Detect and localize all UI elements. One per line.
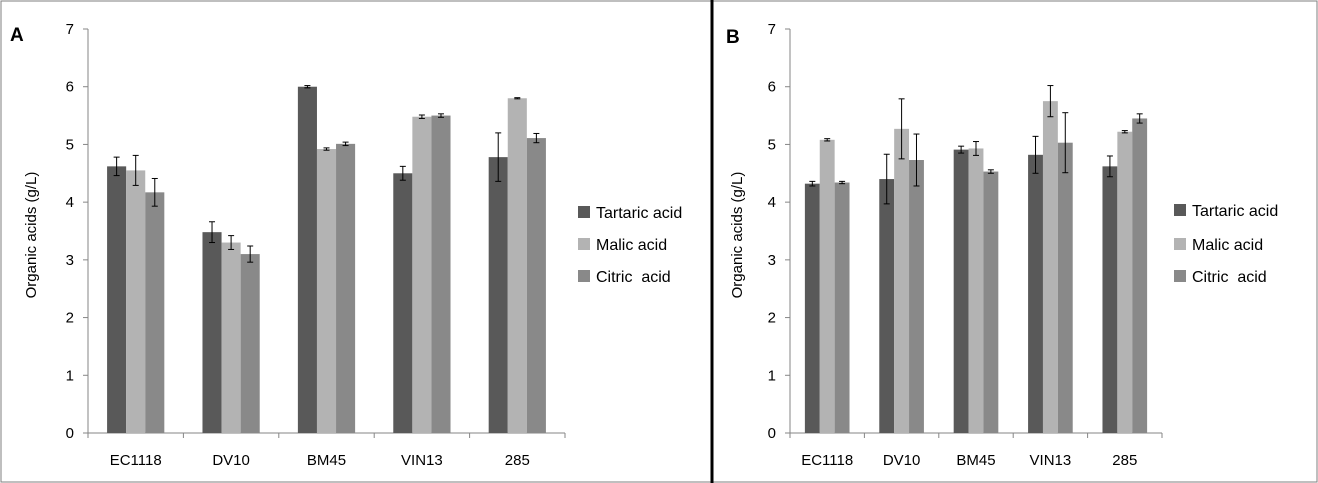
y-tick-label: 1: [66, 367, 74, 384]
legend-swatch: [578, 206, 590, 218]
y-tick-label: 0: [768, 425, 776, 442]
y-tick-label: 2: [768, 310, 776, 327]
bar: [202, 232, 222, 433]
panel-label-a: A: [10, 25, 24, 46]
bar: [804, 183, 820, 433]
bar: [221, 242, 241, 433]
bar: [488, 157, 508, 433]
bar: [983, 171, 999, 433]
bar: [336, 143, 356, 433]
x-tick-label: 285: [1112, 452, 1137, 469]
y-tick-label: 7: [66, 21, 74, 38]
y-tick-label: 4: [768, 194, 776, 211]
legend-entry: Malic acid: [596, 237, 667, 254]
legend-swatch: [578, 238, 590, 250]
bar: [526, 138, 546, 433]
y-tick-label: 4: [66, 194, 74, 211]
y-axis-label-a: Organic acids (g/L): [23, 172, 40, 299]
bar: [879, 179, 895, 433]
bar: [953, 149, 969, 433]
x-tick-label: VIN13: [1030, 452, 1072, 469]
panel-b: B Organic acids (g/L) 0 1 2 3 4 5 6 7 EC1118 DV10…: [726, 21, 1278, 469]
bar: [393, 173, 413, 434]
bar: [507, 98, 527, 433]
y-tick-label: 5: [66, 136, 74, 153]
legend-entry: Tartaric acid: [596, 205, 682, 222]
legend-swatch: [1174, 270, 1186, 282]
legend-entry: Citric acid: [596, 269, 671, 286]
x-tick-label: VIN13: [401, 452, 443, 469]
x-tick-label: DV10: [883, 452, 921, 469]
legend-swatch: [1174, 204, 1186, 216]
panel-a: A Organic acids (g/L) 0 1 2 3 4 5 6 7 EC1118 DV10…: [10, 21, 682, 469]
x-tick-label: DV10: [212, 452, 250, 469]
bar: [240, 254, 260, 433]
y-axis-label-b: Organic acids (g/L): [729, 172, 746, 299]
bar: [968, 148, 984, 433]
bar: [297, 86, 317, 433]
bar: [1028, 154, 1043, 433]
bar: [909, 160, 924, 434]
bar: [145, 192, 165, 433]
y-tick-label: 6: [768, 79, 776, 96]
bar: [819, 139, 835, 433]
y-tick-label: 0: [66, 425, 74, 442]
bar: [1102, 166, 1118, 434]
bar: [1042, 101, 1058, 434]
bar: [126, 170, 146, 433]
legend-swatch: [1174, 238, 1186, 250]
y-tick-label: 5: [768, 136, 776, 153]
bar: [1117, 131, 1133, 433]
y-tick-label: 3: [66, 252, 74, 269]
x-tick-label: 285: [505, 452, 530, 469]
legend-entry: Citric acid: [1192, 269, 1267, 286]
x-tick-label: EC1118: [801, 452, 853, 469]
bar: [894, 128, 910, 434]
y-tick-label: 2: [66, 310, 74, 327]
panel-label-b: B: [726, 27, 740, 48]
bar: [412, 116, 432, 434]
bar: [431, 115, 451, 434]
bar: [834, 182, 850, 433]
y-tick-label: 1: [768, 367, 776, 384]
bar: [316, 149, 337, 433]
x-tick-label: BM45: [307, 452, 346, 469]
y-tick-label: 7: [768, 21, 776, 38]
x-tick-label: BM45: [956, 452, 995, 469]
legend-swatch: [578, 270, 590, 282]
y-tick-label: 3: [768, 252, 776, 269]
x-tick-label: EC1118: [110, 452, 162, 469]
bar: [1057, 142, 1073, 433]
legend-entry: Tartaric acid: [1192, 203, 1278, 220]
y-tick-label: 6: [66, 79, 74, 96]
bar: [107, 166, 127, 434]
bar: [1132, 118, 1148, 433]
legend-entry: Malic acid: [1192, 237, 1263, 254]
